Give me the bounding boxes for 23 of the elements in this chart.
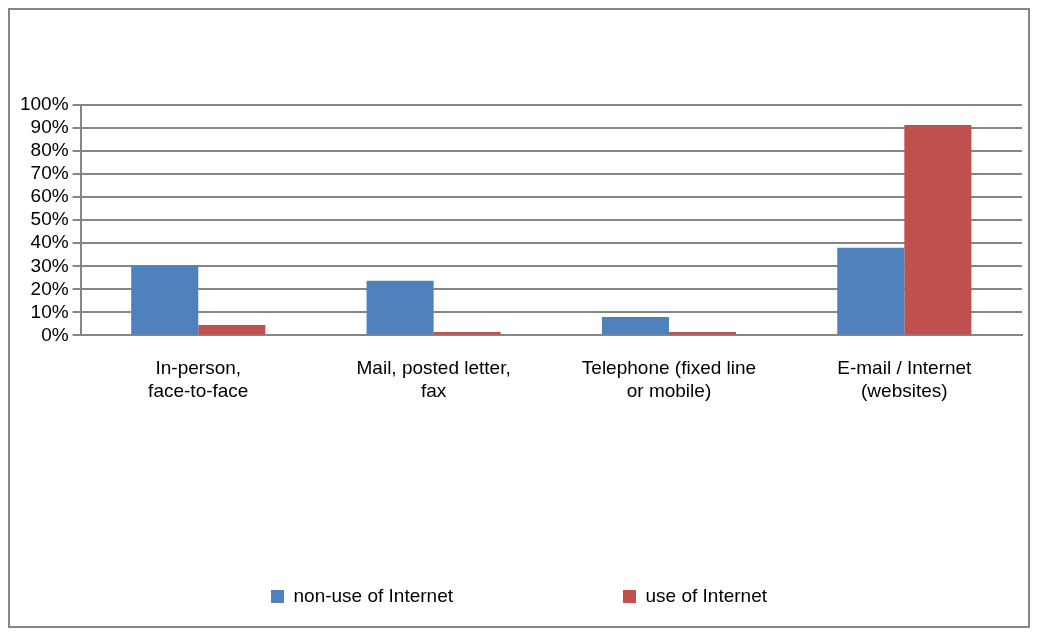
y-tick-label: 70% [30,162,69,184]
y-tick-label: 0% [41,323,69,345]
y-tick-label: 50% [30,208,69,230]
x-tick-label: E-mail / Internet (websites) [837,357,973,401]
bar [131,265,199,335]
legend-label: non-use of Internet [293,584,454,606]
bar [601,316,669,335]
x-tick-label: In-person, face-to-face [148,357,249,401]
y-tick-label: 100% [19,93,69,115]
y-tick-label: 10% [30,300,69,322]
y-tick-label: 90% [30,116,69,138]
y-tick-label: 30% [30,254,69,276]
legend-label: use of Internet [645,584,768,606]
y-tick-label: 60% [30,185,69,207]
bar [837,247,905,335]
x-tick-label: Telephone (fixed line or mobile) [581,357,757,401]
bar [366,280,434,335]
x-tick-label: Mail, posted letter, fax [356,357,511,401]
bar [904,125,972,335]
y-tick-label: 40% [30,231,69,253]
bar [198,325,266,335]
y-tick-label: 20% [30,277,69,299]
y-tick-label: 80% [30,139,69,161]
